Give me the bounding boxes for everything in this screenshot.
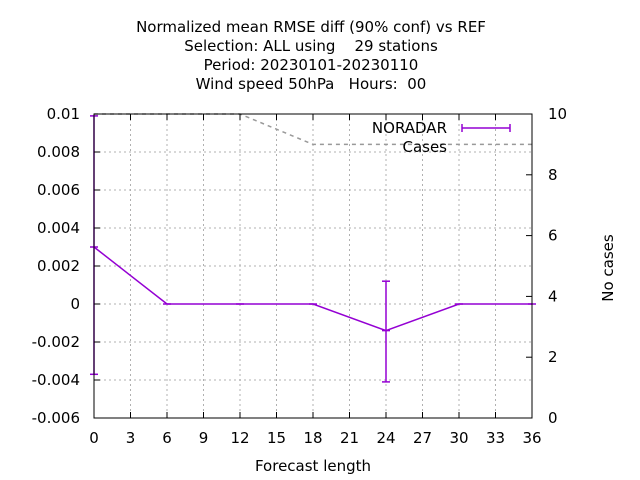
- x-tick-label: 6: [162, 429, 172, 447]
- chart-title-line-1: Normalized mean RMSE diff (90% conf) vs …: [136, 18, 486, 36]
- x-tick-label: 33: [486, 429, 505, 447]
- x-tick-label: 30: [449, 429, 468, 447]
- chart-title-line-3: Period: 20230101-20230110: [204, 56, 419, 74]
- x-axis-label: Forecast length: [255, 457, 371, 475]
- y-tick-label: 0.008: [37, 143, 80, 161]
- y-tick-label: 0.01: [47, 105, 80, 123]
- x-tick-label: 27: [413, 429, 432, 447]
- x-tick-label: 24: [376, 429, 395, 447]
- y-tick-label: 0.004: [37, 219, 80, 237]
- y-tick-label: -0.002: [32, 333, 80, 351]
- chart-title-line-4: Wind speed 50hPa Hours: 00: [196, 75, 427, 93]
- x-tick-label: 18: [303, 429, 322, 447]
- grid: [94, 114, 532, 418]
- x-tick-label: 15: [267, 429, 286, 447]
- y2-axis-label: No cases: [599, 234, 617, 302]
- y2-tick-label: 8: [548, 166, 558, 184]
- chart-title: Normalized mean RMSE diff (90% conf) vs …: [136, 18, 486, 93]
- legend-label-noradar: NORADAR: [372, 119, 447, 137]
- x-tick-label: 9: [199, 429, 209, 447]
- y2-tick-label: 4: [548, 287, 558, 305]
- y2-tick-label: 2: [548, 348, 558, 366]
- x-tick-label: 12: [230, 429, 249, 447]
- x-tick-label: 0: [89, 429, 99, 447]
- y-tick-label: 0: [70, 295, 80, 313]
- axis-labels: Forecast length No cases: [255, 234, 617, 475]
- y2-tick-label: 0: [548, 409, 558, 427]
- y-tick-label: -0.004: [32, 371, 80, 389]
- legend-label-cases: Cases: [402, 138, 447, 156]
- y-tick-label: 0.002: [37, 257, 80, 275]
- y-tick-label: 0.006: [37, 181, 80, 199]
- x-tick-label: 21: [340, 429, 359, 447]
- y-tick-label: -0.006: [32, 409, 80, 427]
- axis-ticks: 0 3 6 9 12 15 18 21 24 27 30 33 36-0.006-0.004-0.002…: [32, 105, 567, 447]
- x-tick-label: 3: [126, 429, 136, 447]
- y2-tick-label: 10: [548, 105, 567, 123]
- x-tick-label: 36: [522, 429, 541, 447]
- y2-tick-label: 6: [548, 227, 558, 245]
- chart-title-line-2: Selection: ALL using 29 stations: [184, 37, 438, 55]
